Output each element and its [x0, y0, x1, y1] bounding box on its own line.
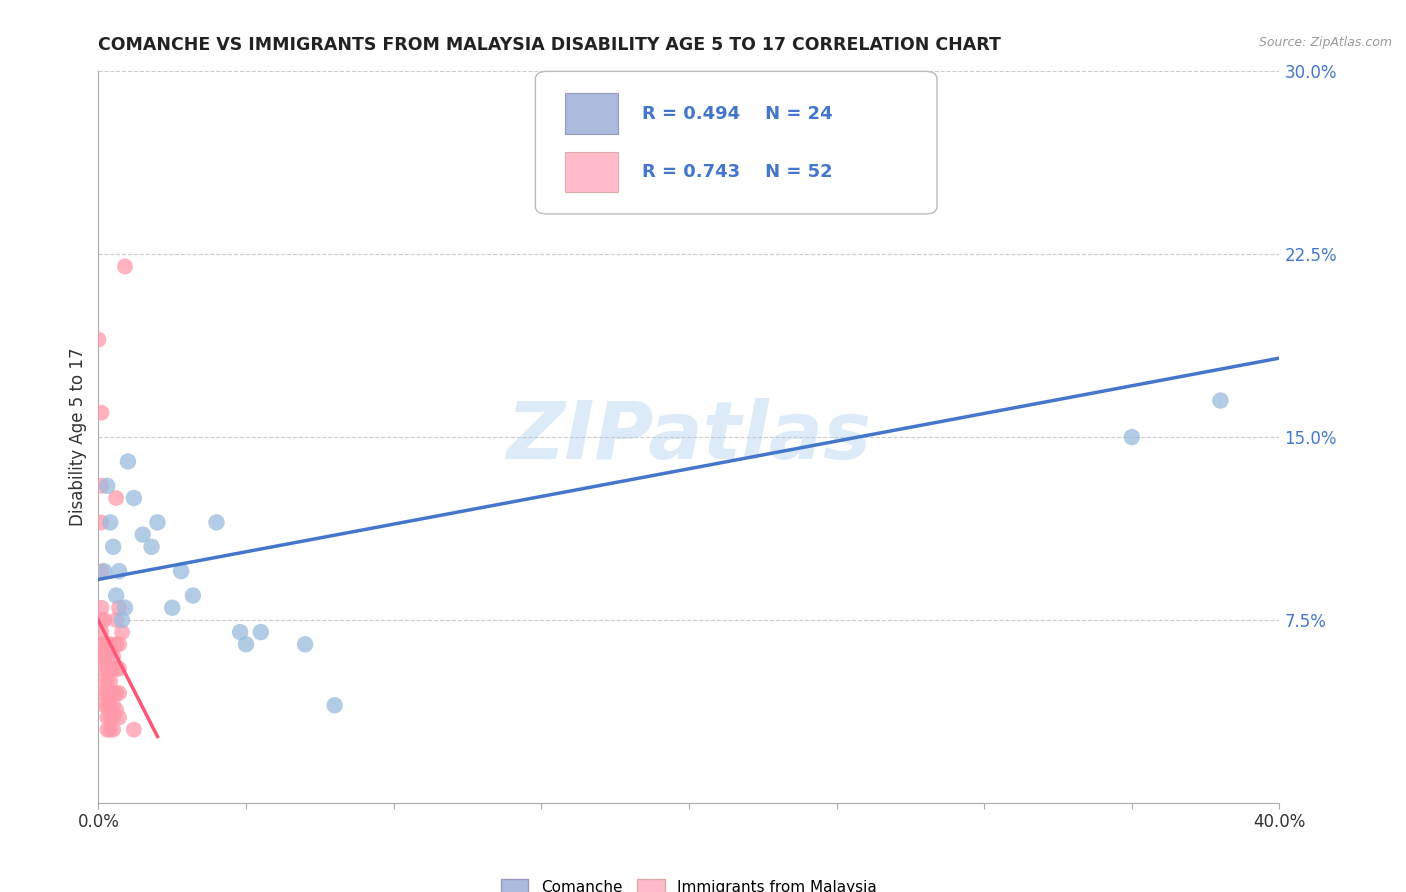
Text: COMANCHE VS IMMIGRANTS FROM MALAYSIA DISABILITY AGE 5 TO 17 CORRELATION CHART: COMANCHE VS IMMIGRANTS FROM MALAYSIA DIS…: [98, 36, 1001, 54]
Point: [90, 479, 112, 493]
Point: [108, 662, 131, 676]
Point: [96, 686, 118, 700]
Text: Source: ZipAtlas.com: Source: ZipAtlas.com: [1258, 36, 1392, 49]
Point: [737, 174, 759, 188]
Point: [1209, 393, 1232, 408]
Point: [105, 662, 128, 676]
Point: [93, 698, 115, 713]
Point: [93, 564, 115, 578]
Point: [105, 613, 128, 627]
Point: [96, 479, 118, 493]
Point: [1121, 430, 1143, 444]
Point: [90, 600, 112, 615]
Point: [96, 710, 118, 724]
Point: [111, 613, 134, 627]
Point: [90, 613, 112, 627]
Point: [141, 540, 163, 554]
Point: [105, 703, 128, 717]
Point: [90, 625, 112, 640]
Point: [170, 564, 193, 578]
Point: [96, 649, 118, 664]
Point: [93, 637, 115, 651]
Point: [146, 516, 169, 530]
Point: [96, 723, 118, 737]
Point: [93, 613, 115, 627]
Point: [323, 698, 346, 713]
Point: [114, 600, 136, 615]
Point: [105, 491, 128, 505]
Point: [98, 710, 121, 724]
Point: [105, 637, 128, 651]
Point: [98, 662, 121, 676]
Point: [93, 686, 115, 700]
Point: [98, 637, 121, 651]
Point: [108, 564, 131, 578]
Point: [96, 698, 118, 713]
Point: [250, 625, 273, 640]
Point: [103, 649, 125, 664]
Point: [122, 723, 145, 737]
Point: [98, 673, 121, 688]
Point: [93, 662, 115, 676]
Point: [96, 662, 118, 676]
Point: [93, 673, 115, 688]
Point: [96, 637, 118, 651]
Point: [105, 686, 128, 700]
FancyBboxPatch shape: [565, 94, 619, 134]
Text: R = 0.494    N = 24: R = 0.494 N = 24: [641, 104, 832, 123]
Point: [103, 710, 125, 724]
Point: [98, 698, 121, 713]
Point: [105, 589, 128, 603]
Text: ZIPatlas: ZIPatlas: [506, 398, 872, 476]
Point: [205, 516, 228, 530]
Point: [103, 723, 125, 737]
Point: [294, 637, 316, 651]
Legend: Comanche, Immigrants from Malaysia: Comanche, Immigrants from Malaysia: [495, 872, 883, 892]
Point: [98, 686, 121, 700]
Point: [108, 710, 131, 724]
Text: R = 0.743    N = 52: R = 0.743 N = 52: [641, 162, 832, 180]
Point: [111, 625, 134, 640]
Point: [181, 589, 204, 603]
Point: [90, 637, 112, 651]
Point: [103, 540, 125, 554]
Point: [96, 673, 118, 688]
Point: [90, 649, 112, 664]
Point: [90, 564, 112, 578]
Point: [103, 686, 125, 700]
Point: [132, 527, 155, 541]
Point: [114, 260, 136, 274]
Point: [108, 686, 131, 700]
Point: [122, 491, 145, 505]
Point: [87, 333, 110, 347]
Point: [98, 723, 121, 737]
FancyBboxPatch shape: [565, 152, 619, 192]
Point: [235, 637, 257, 651]
Point: [90, 406, 112, 420]
Point: [229, 625, 252, 640]
Y-axis label: Disability Age 5 to 17: Disability Age 5 to 17: [69, 348, 87, 526]
Point: [162, 600, 183, 615]
FancyBboxPatch shape: [536, 71, 936, 214]
Point: [98, 516, 121, 530]
Point: [103, 698, 125, 713]
Point: [108, 600, 131, 615]
Point: [103, 662, 125, 676]
Point: [108, 637, 131, 651]
Point: [117, 454, 139, 468]
Point: [93, 649, 115, 664]
Point: [90, 516, 112, 530]
